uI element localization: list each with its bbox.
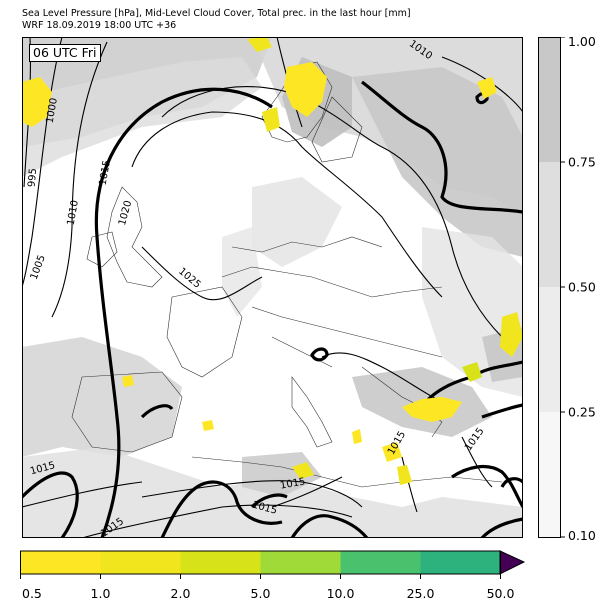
model-run-info: WRF 18.09.2019 18:00 UTC +36 [22, 20, 177, 31]
isobar-label: 995 [27, 168, 40, 188]
precip-band [100, 551, 181, 574]
precip-tick-label: 25.0 [407, 586, 435, 601]
cloud-cover-band [538, 37, 561, 162]
cloud-cover-tick-label: 0.75 [568, 155, 596, 170]
precip-band [20, 551, 101, 574]
precip-band [340, 551, 421, 574]
cloud-cover-band [538, 287, 561, 412]
colorbar-overflow-arrow [499, 550, 526, 575]
cloud-cover-band [538, 412, 561, 537]
map-title: Sea Level Pressure [hPa], Mid-Level Clou… [22, 8, 411, 19]
precip-tick-label: 1.0 [91, 586, 111, 601]
precipitation-layer [22, 37, 523, 485]
precip-tick-label: 5.0 [251, 586, 271, 601]
weather-map: 995 1000 1005 1010 1010 1015 1015 1015 1… [22, 37, 523, 538]
precip-tick-label: 50.0 [487, 586, 515, 601]
precip-band [180, 551, 261, 574]
isobars-thin [22, 37, 523, 538]
cloud-cover-tick-label: 0.50 [568, 280, 596, 295]
isobar-label: 1010 [66, 199, 81, 226]
cloud-cover-tick-label: 1.00 [568, 37, 596, 49]
precip-band [420, 551, 501, 574]
map-frame [22, 37, 523, 538]
cloud-cover-colorbar: 0.10 0.25 0.50 0.75 1.00 [538, 37, 596, 542]
precip-band [260, 551, 341, 574]
precipitation-colorbar: 0.5 1.0 2.0 5.0 10.0 25.0 50.0 [20, 550, 526, 601]
precip-tick-label: 10.0 [327, 586, 355, 601]
isobar-label: 1000 [45, 97, 60, 124]
cloud-cover-tick-label: 0.10 [568, 528, 596, 542]
isobar-label: 1015 [98, 159, 113, 186]
coastlines-and-borders [71, 61, 503, 488]
precip-tick-label: 2.0 [171, 586, 191, 601]
cloud-cover-band [538, 162, 561, 287]
cloud-cover-tick-label: 0.25 [568, 405, 596, 420]
isobar-label: 1015 [279, 476, 306, 491]
forecast-time-badge: 06 UTC Fri [29, 44, 101, 62]
precip-tick-label: 0.5 [22, 586, 42, 601]
